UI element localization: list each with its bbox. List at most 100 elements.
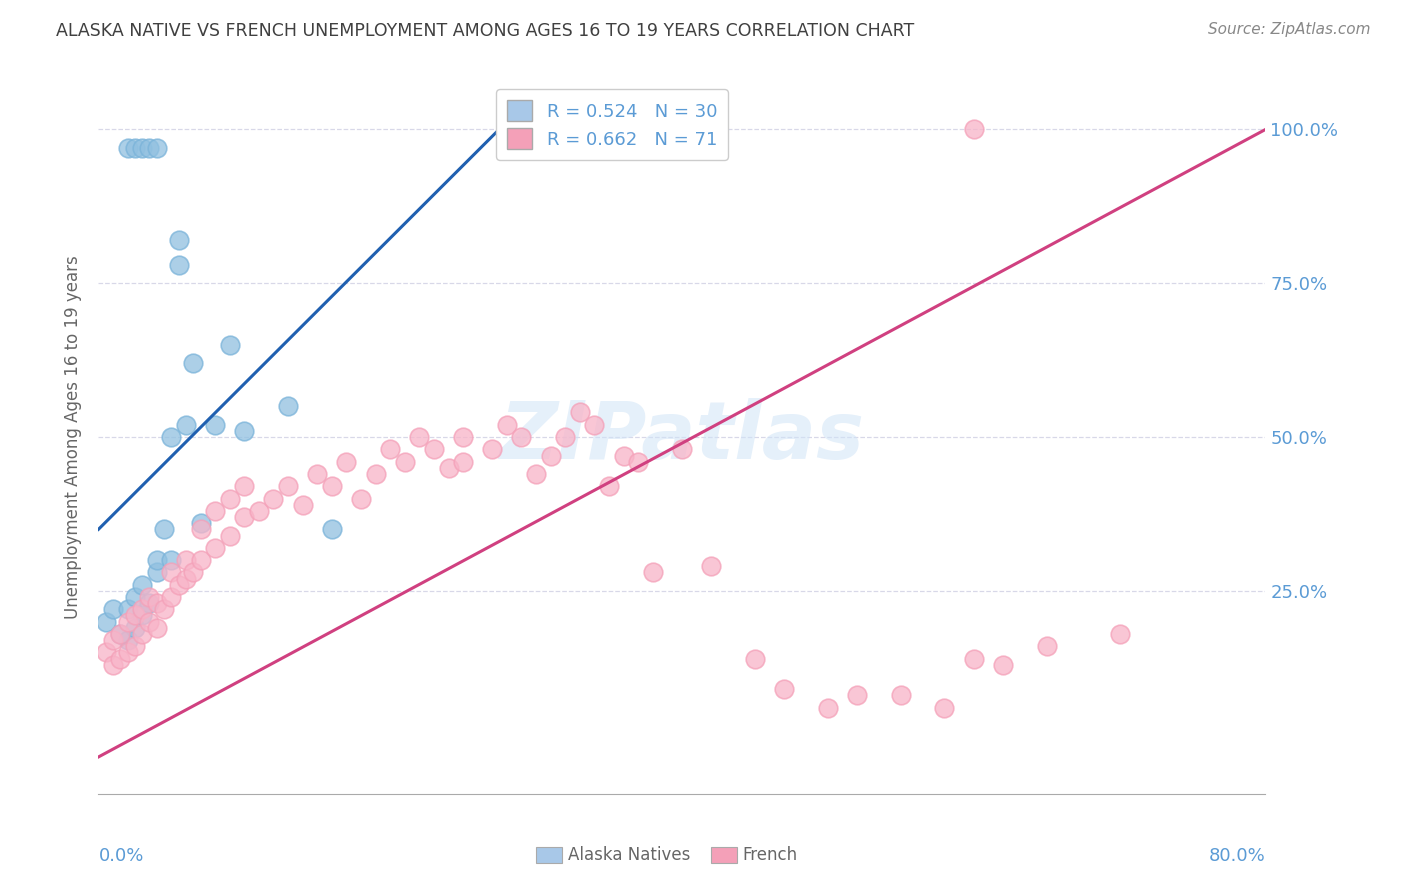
Point: [277, 400, 299, 414]
Point: [934, 700, 956, 714]
Point: [181, 566, 204, 580]
Point: [204, 541, 226, 555]
Point: [350, 491, 373, 506]
Point: [773, 682, 796, 697]
Point: [131, 578, 153, 592]
Point: [262, 491, 284, 506]
Point: [394, 455, 416, 469]
Point: [1035, 639, 1057, 653]
Point: [364, 467, 387, 481]
Point: [962, 122, 984, 136]
Point: [524, 467, 547, 481]
Point: [744, 651, 766, 665]
Point: [117, 141, 139, 155]
Point: [146, 553, 169, 567]
Point: [218, 528, 240, 542]
Point: [153, 602, 176, 616]
Point: [1108, 627, 1130, 641]
Legend: R = 0.524   N = 30, R = 0.662   N = 71: R = 0.524 N = 30, R = 0.662 N = 71: [496, 89, 728, 160]
Point: [627, 455, 650, 469]
Point: [817, 700, 839, 714]
Point: [124, 639, 146, 653]
Text: Source: ZipAtlas.com: Source: ZipAtlas.com: [1208, 22, 1371, 37]
Point: [138, 615, 160, 629]
Point: [138, 590, 160, 604]
Point: [153, 522, 176, 536]
Point: [160, 430, 183, 444]
Text: 80.0%: 80.0%: [1209, 847, 1265, 865]
Text: ZIPatlas: ZIPatlas: [499, 398, 865, 476]
Point: [378, 442, 402, 457]
Point: [174, 553, 197, 567]
Point: [101, 633, 124, 648]
Point: [146, 566, 169, 580]
Point: [481, 442, 503, 457]
Point: [204, 504, 226, 518]
Point: [540, 449, 562, 463]
Point: [174, 417, 197, 432]
Point: [671, 442, 693, 457]
Point: [700, 559, 723, 574]
Point: [138, 141, 160, 155]
Point: [991, 657, 1014, 672]
Point: [160, 553, 183, 567]
Point: [554, 430, 576, 444]
Point: [495, 417, 517, 432]
Point: [117, 615, 139, 629]
Point: [124, 590, 146, 604]
Point: [321, 479, 343, 493]
Point: [277, 479, 299, 493]
Point: [190, 553, 212, 567]
Point: [117, 645, 139, 659]
Point: [437, 460, 460, 475]
Point: [451, 430, 474, 444]
Point: [131, 627, 153, 641]
Point: [451, 455, 474, 469]
Point: [146, 596, 169, 610]
Point: [160, 566, 183, 580]
Point: [233, 510, 256, 524]
Point: [204, 417, 226, 432]
Point: [131, 141, 153, 155]
Point: [124, 141, 146, 155]
Point: [510, 430, 533, 444]
Point: [190, 516, 212, 531]
Point: [131, 602, 153, 616]
Point: [146, 621, 169, 635]
Point: [131, 608, 153, 623]
Point: [307, 467, 329, 481]
Point: [160, 590, 183, 604]
Point: [335, 455, 357, 469]
Point: [962, 651, 984, 665]
Y-axis label: Unemployment Among Ages 16 to 19 years: Unemployment Among Ages 16 to 19 years: [65, 255, 83, 619]
Point: [110, 627, 132, 641]
Point: [598, 479, 620, 493]
Point: [408, 430, 430, 444]
Point: [174, 572, 197, 586]
Point: [890, 689, 912, 703]
Text: 0.0%: 0.0%: [98, 847, 143, 865]
FancyBboxPatch shape: [536, 847, 562, 863]
Point: [167, 578, 190, 592]
Point: [568, 405, 591, 419]
Point: [94, 645, 117, 659]
Point: [117, 602, 139, 616]
Point: [110, 627, 132, 641]
Point: [94, 615, 117, 629]
Point: [117, 633, 139, 648]
Point: [423, 442, 446, 457]
Point: [321, 522, 343, 536]
Point: [101, 657, 124, 672]
Point: [181, 356, 204, 370]
Point: [190, 522, 212, 536]
Point: [138, 596, 160, 610]
Point: [167, 258, 190, 272]
Point: [233, 424, 256, 438]
FancyBboxPatch shape: [711, 847, 737, 863]
Text: French: French: [742, 846, 797, 863]
Point: [845, 689, 868, 703]
Point: [146, 141, 169, 155]
Point: [124, 621, 146, 635]
Point: [291, 498, 314, 512]
Point: [124, 608, 146, 623]
